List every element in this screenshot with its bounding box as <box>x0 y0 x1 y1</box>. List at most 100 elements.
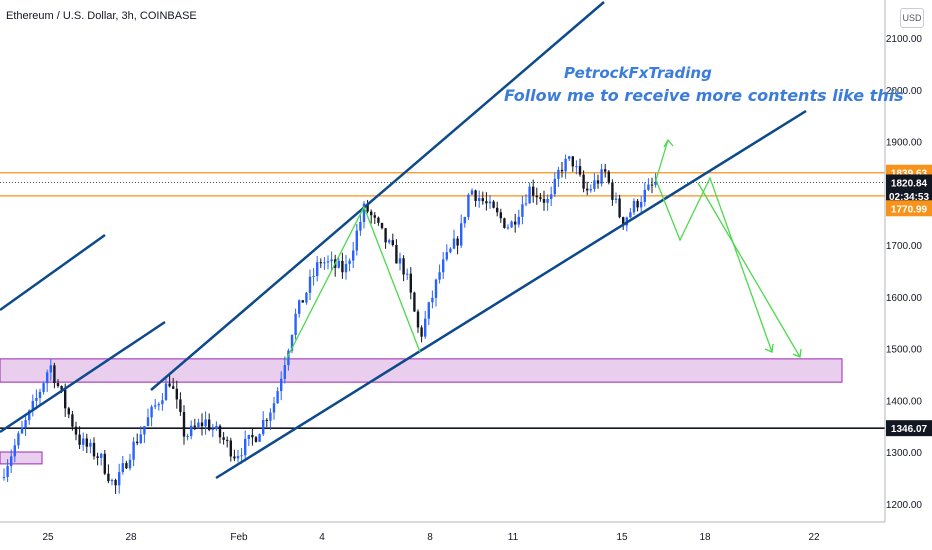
candle <box>337 257 340 269</box>
candle <box>244 430 247 462</box>
candle <box>532 179 535 203</box>
candle <box>474 189 477 207</box>
y-tick-label: 2100.00 <box>886 34 923 45</box>
candle <box>218 424 222 444</box>
candle <box>377 216 380 226</box>
x-tick-label: 25 <box>42 532 54 543</box>
candle <box>492 200 495 209</box>
candle <box>355 223 358 256</box>
candle <box>305 291 308 305</box>
candle <box>24 415 27 436</box>
candle <box>352 241 355 268</box>
candle <box>362 201 366 229</box>
candle <box>535 187 538 205</box>
candle <box>262 411 265 437</box>
candle <box>650 177 654 194</box>
candle <box>154 399 157 410</box>
projection-path-2 <box>655 176 773 353</box>
candle <box>172 378 175 390</box>
candle <box>280 371 283 401</box>
supply-demand-zones <box>0 358 843 465</box>
candle <box>143 426 146 443</box>
currency-button[interactable]: USD <box>900 8 924 28</box>
candle <box>226 436 229 448</box>
candle <box>632 198 636 216</box>
candle <box>287 348 290 371</box>
arrow-head-2 <box>764 343 774 353</box>
candle <box>215 421 218 431</box>
candle <box>470 188 474 196</box>
candle <box>208 413 211 432</box>
candle <box>427 301 430 326</box>
candle <box>510 220 513 228</box>
price-label-4: 1770.99 <box>886 200 932 217</box>
candle <box>503 217 506 229</box>
x-tick-label: 22 <box>808 532 820 543</box>
candle <box>571 156 574 172</box>
candle <box>132 437 135 467</box>
candle <box>258 433 261 442</box>
candle <box>550 186 553 207</box>
candle <box>161 393 164 411</box>
candle <box>168 374 171 388</box>
projection-up-arrow <box>655 139 669 181</box>
candle <box>330 251 333 271</box>
y-tick-label: 1300.00 <box>886 448 923 459</box>
candle <box>359 213 362 236</box>
candle <box>190 420 193 440</box>
candle <box>640 196 643 213</box>
candle <box>128 453 132 471</box>
candle <box>370 209 373 224</box>
candle <box>283 356 286 384</box>
chart-title: Ethereum / U.S. Dollar, 3h, COINBASE <box>6 10 197 22</box>
candle <box>247 434 250 446</box>
y-tick-label: 1200.00 <box>886 500 923 511</box>
trendline-1 <box>0 233 106 312</box>
candle <box>611 179 614 206</box>
candle <box>229 437 232 462</box>
candle <box>175 380 178 409</box>
time-axis[interactable]: 25 28 Feb 4 8 11 15 18 22 <box>0 521 885 543</box>
candle <box>452 229 456 250</box>
candle <box>434 278 438 307</box>
zone-2 <box>0 451 43 465</box>
candle <box>366 199 369 214</box>
candle <box>193 418 196 431</box>
price-axis[interactable]: 2100.002000.001900.001800.001700.001600.… <box>884 0 932 550</box>
candle <box>78 426 81 450</box>
y-tick-label: 1600.00 <box>886 293 923 304</box>
candle <box>575 160 578 175</box>
candle <box>341 252 344 279</box>
candle <box>521 195 524 225</box>
candle <box>38 388 42 406</box>
candle <box>222 432 225 445</box>
candle <box>539 192 542 202</box>
candle <box>251 428 254 446</box>
candle <box>13 438 16 463</box>
candlestick-series <box>2 154 657 494</box>
candle <box>560 162 564 178</box>
candle <box>517 209 520 228</box>
candle <box>391 233 394 247</box>
annotation-follow-text: Follow me to receive more contents like … <box>504 86 904 105</box>
candle <box>593 173 596 192</box>
candle <box>496 201 499 217</box>
candle <box>442 252 445 279</box>
x-tick-label: 4 <box>319 532 325 543</box>
candle <box>546 194 549 211</box>
candle <box>233 449 236 462</box>
candle <box>438 264 441 284</box>
candle <box>71 410 74 431</box>
projection-arrows <box>285 138 802 361</box>
candle <box>269 408 272 431</box>
candle <box>157 402 160 411</box>
svg-text:1839.63: 1839.63 <box>891 169 928 180</box>
price-label-3: 02:34:53 <box>886 187 932 204</box>
candle <box>596 174 600 189</box>
candle <box>103 450 106 476</box>
candle <box>564 154 567 179</box>
candle <box>409 267 412 300</box>
candle <box>276 387 279 404</box>
